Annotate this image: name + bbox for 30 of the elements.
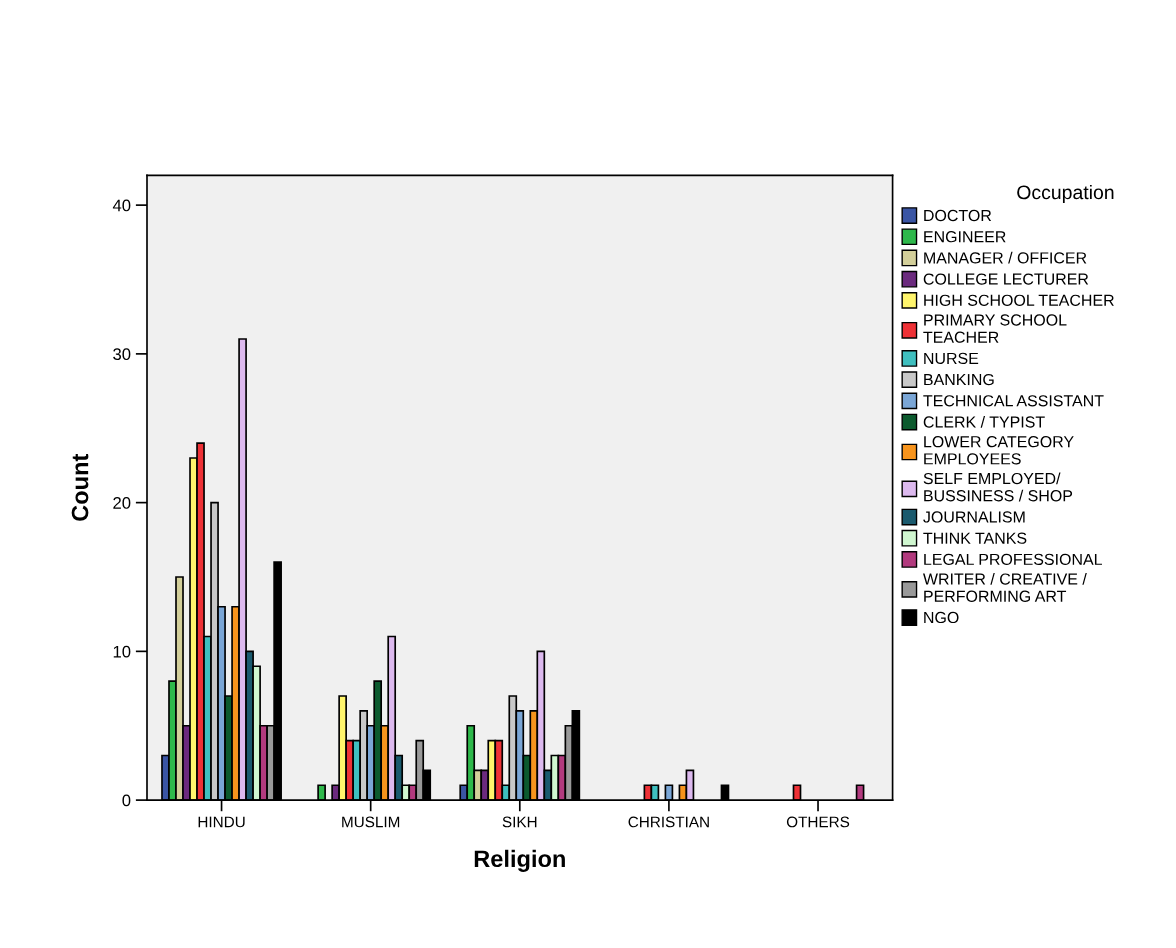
y-tick-label: 40 [112,199,131,212]
legend-label: WRITER / CREATIVE / PERFORMING ART [923,572,1087,602]
x-tick-label: SIKH [502,816,537,828]
legend-label: DOCTOR [924,209,992,222]
legend-label: BANKING [924,373,994,386]
legend-title: Occupation [1017,184,1114,204]
legend-label: ENGINEER [924,231,1006,243]
y-tick-label: 10 [113,645,131,658]
x-tick-label: MUSLIM [342,816,400,828]
y-axis-title: Count [71,453,89,521]
legend-label: NURSE [924,352,979,365]
x-tick-label: HINDU [198,816,245,828]
legend-label: SELF EMPLOYED/ BUSSINESS / SHOP [923,472,1073,502]
legend-label: LOWER CATEGORY EMPLOYEES [924,436,1074,465]
y-tick-label: 0 [122,794,131,807]
legend-label: TECHNICAL ASSISTANT [923,395,1104,407]
x-tick-label: CHRISTIAN [628,816,709,828]
x-tick-label: OTHERS [786,816,850,828]
legend-label: HIGH SCHOOL TEACHER [924,294,1114,306]
legend-label: THINK TANKS [923,532,1027,544]
legend-label: PRIMARY SCHOOL TEACHER [923,314,1067,343]
legend-label: COLLEGE LECTURER [923,273,1089,285]
y-tick-label: 20 [113,497,131,509]
y-tick-label: 30 [113,348,131,361]
legend-label: LEGAL PROFESSIONAL [924,553,1102,566]
legend-label: JOURNALISM [923,511,1025,523]
legend-label: NGO [924,611,959,624]
x-axis-title: Religion [474,849,565,872]
legend-label: MANAGER / OFFICER [924,251,1087,264]
legend-label: CLERK / TYPIST [923,415,1045,428]
